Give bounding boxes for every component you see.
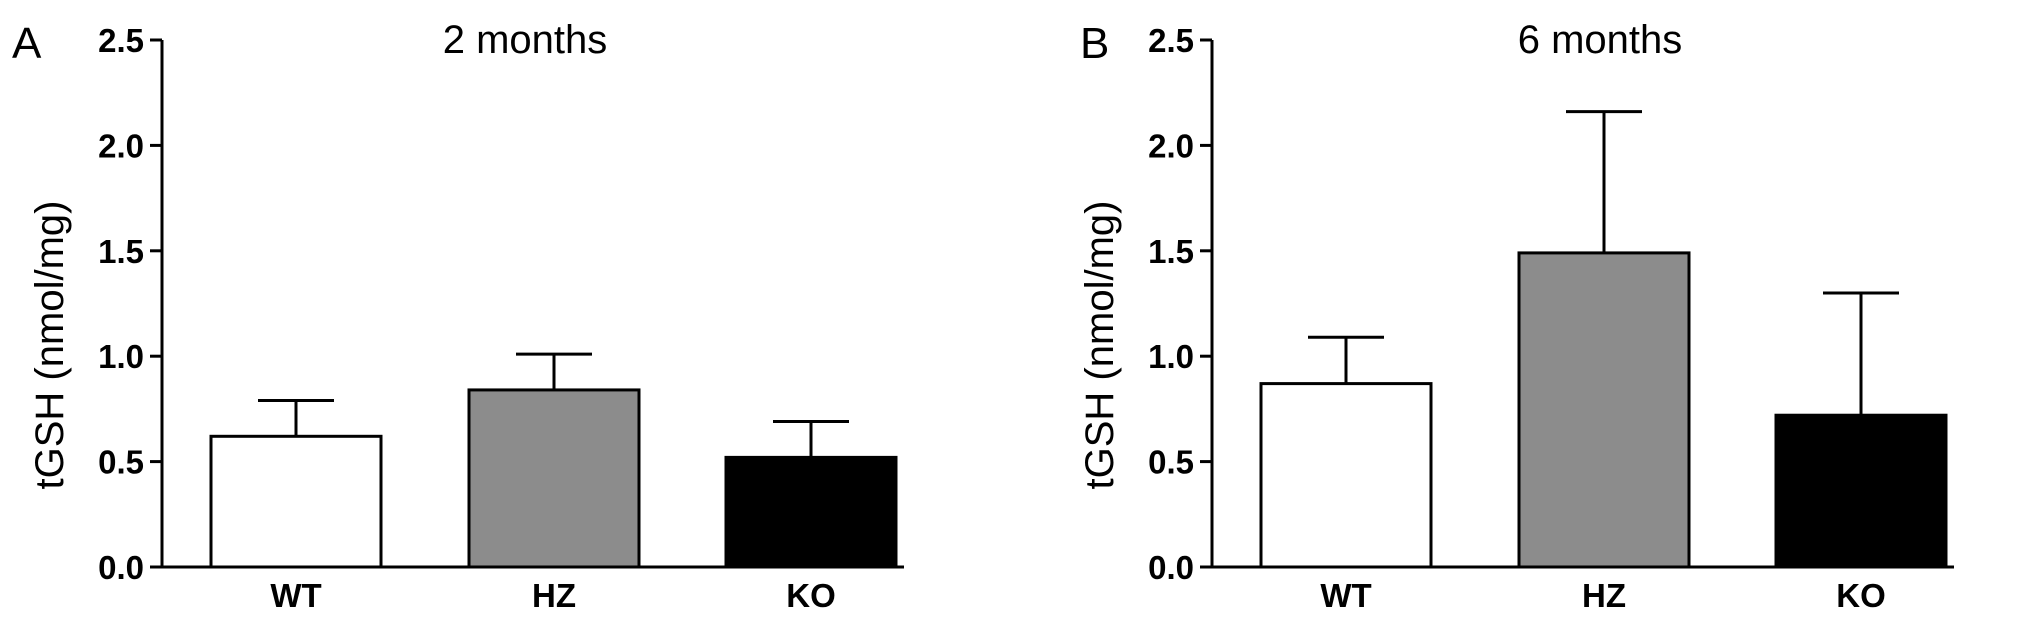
panel-a-marks: 0.0 0.5 1.0 1.5 2.0 2.5 WT HZ KO (98, 22, 904, 614)
panel-b-title: 6 months (1518, 18, 1683, 62)
panel-a-y-axis-label: tGSH (nmol/mg) (28, 201, 72, 490)
panel-b-marks: 0.0 0.5 1.0 1.5 2.0 2.5 WT HZ KO (1148, 22, 1954, 614)
panel-a-y-tick-label: 1.0 (98, 338, 144, 375)
panel-b-y-axis-label: tGSH (nmol/mg) (1078, 201, 1122, 490)
panel-b-y-tick-label: 0.5 (1148, 444, 1194, 481)
panel-a-category-label-hz: HZ (532, 577, 576, 614)
panel-b-bar-hz (1517, 251, 1691, 569)
panel-b-y-tick-label: 1.5 (1148, 233, 1194, 270)
panel-b-category-label-ko: KO (1836, 577, 1886, 614)
panel-a-category-label-wt: WT (270, 577, 321, 614)
panel-a-y-tick-label: 0.0 (98, 549, 144, 586)
panel-b-y-tick-label: 0.0 (1148, 549, 1194, 586)
panel-a: A 2 months tGSH (nmol/mg) 0.0 0.5 1.0 1.5 2.… (12, 18, 904, 614)
panel-a-title: 2 months (443, 18, 608, 62)
panel-a-y-tick-label: 0.5 (98, 444, 144, 481)
panel-a-bar-wt (209, 434, 383, 569)
panel-b-category-label-hz: HZ (1582, 577, 1626, 614)
panel-a-y-tick-label: 2.5 (98, 22, 144, 59)
panel-a-letter: A (12, 19, 42, 68)
panel-b-category-label-wt: WT (1320, 577, 1371, 614)
panel-b-y-tick-label: 2.5 (1148, 22, 1194, 59)
panel-a-y-tick-label: 1.5 (98, 233, 144, 270)
panel-a-bar-ko (724, 455, 898, 569)
panel-b-bar-wt (1259, 382, 1433, 569)
panel-a-category-label-ko: KO (786, 577, 836, 614)
panel-a-y-tick-label: 2.0 (98, 127, 144, 164)
panel-b: B 6 months tGSH (nmol/mg) 0.0 0.5 1.0 1.5 2.… (1078, 18, 1954, 614)
panel-b-bar-ko (1774, 413, 1948, 569)
panel-b-y-tick-label: 1.0 (1148, 338, 1194, 375)
panel-a-bar-hz (467, 388, 641, 569)
panel-b-y-tick-label: 2.0 (1148, 127, 1194, 164)
panel-b-letter: B (1080, 19, 1109, 68)
